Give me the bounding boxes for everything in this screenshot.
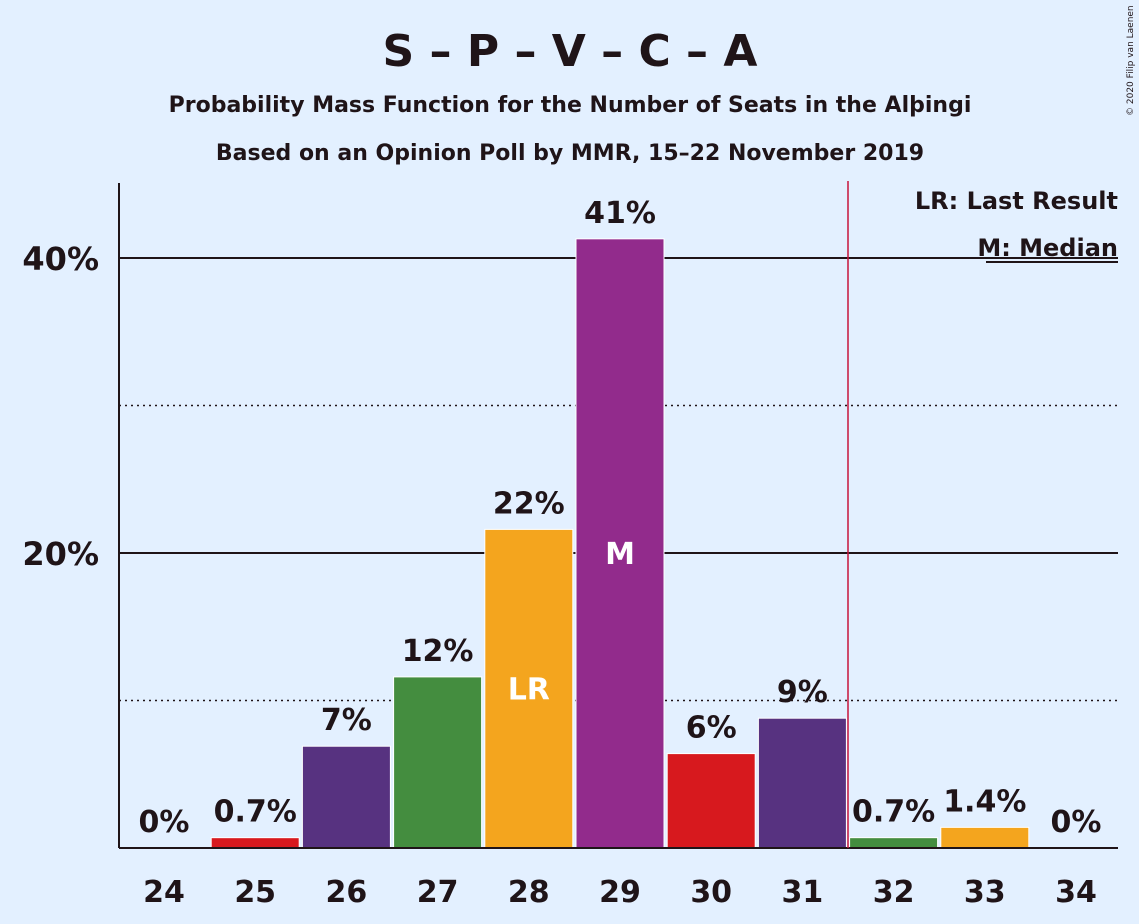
- bar: [849, 837, 939, 849]
- data-label: 1.4%: [943, 784, 1026, 819]
- data-label: 12%: [402, 634, 474, 669]
- chart-subtitle: Probability Mass Function for the Number…: [169, 93, 972, 118]
- bar: [393, 676, 483, 849]
- x-tick-label: 33: [964, 875, 1006, 910]
- bar: [940, 826, 1030, 849]
- x-tick-label: 28: [508, 875, 550, 910]
- y-tick-labels: 20% 40%: [22, 240, 99, 573]
- data-label: 0.7%: [852, 795, 935, 830]
- legend-last-result: LR: Last Result: [915, 187, 1118, 215]
- copyright-note: © 2020 Filip van Laenen: [1126, 5, 1136, 116]
- bar: [301, 745, 391, 849]
- legend-median: M: Median: [977, 234, 1118, 262]
- last-result-marker: LR: [508, 673, 550, 708]
- data-label: 7%: [321, 703, 372, 738]
- data-label: 0%: [1051, 805, 1102, 840]
- median-marker: M: [605, 537, 635, 572]
- y-tick-label: 20%: [22, 535, 99, 573]
- x-tick-labels: 24 25 26 27 28 29 30 31 32 33 34: [143, 875, 1097, 910]
- data-label: 22%: [493, 486, 565, 521]
- x-tick-label: 31: [782, 875, 824, 910]
- bar: [666, 753, 756, 849]
- x-tick-label: 25: [234, 875, 276, 910]
- bar: [757, 717, 847, 849]
- data-label: 0.7%: [214, 795, 297, 830]
- x-tick-label: 32: [873, 875, 915, 910]
- data-label: 41%: [584, 196, 656, 231]
- bar: [210, 837, 300, 849]
- data-label: 0%: [139, 805, 190, 840]
- chart-title: S – P – V – C – A: [383, 26, 758, 77]
- x-tick-label: 24: [143, 875, 185, 910]
- data-labels: 0% 0.7%7%12%22%41%6%9%0.7% 1.4%0%LRM: [139, 196, 1102, 840]
- x-tick-label: 30: [690, 875, 732, 910]
- y-tick-label: 40%: [22, 240, 99, 278]
- x-tick-label: 34: [1055, 875, 1097, 910]
- data-label: 6%: [686, 711, 737, 746]
- bar: [484, 528, 574, 849]
- x-tick-label: 27: [417, 875, 459, 910]
- data-label: 9%: [777, 675, 828, 710]
- median-marker-bg: [598, 531, 642, 575]
- bars: [210, 238, 1030, 849]
- x-tick-label: 29: [599, 875, 641, 910]
- chart-source: Based on an Opinion Poll by MMR, 15–22 N…: [216, 141, 924, 166]
- x-tick-label: 26: [326, 875, 368, 910]
